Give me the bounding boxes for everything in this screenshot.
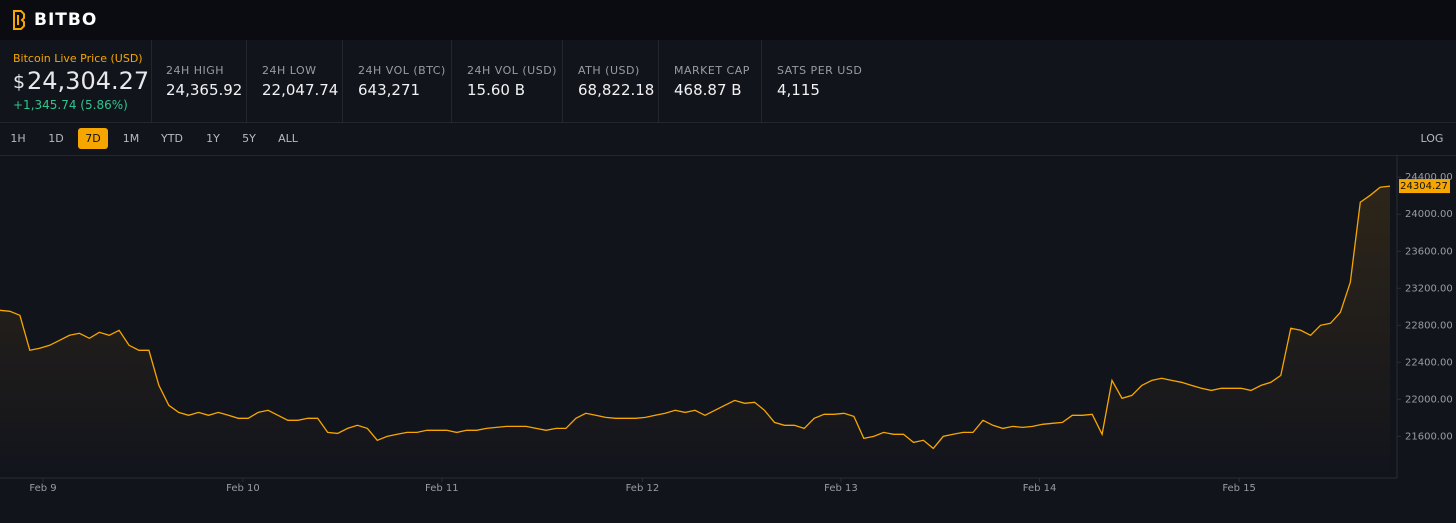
x-tick-label: Feb 14 xyxy=(1023,483,1057,494)
x-tick-label: Feb 13 xyxy=(824,483,858,494)
area xyxy=(0,186,1391,478)
y-tick-label: 22400.00 xyxy=(1405,357,1453,368)
stat-label: 24H HIGH xyxy=(166,64,225,77)
separator xyxy=(658,40,659,122)
stat-label: ATH (USD) xyxy=(578,64,640,77)
timeframe-button[interactable]: ALL xyxy=(278,132,298,145)
y-tick-label: 24400.00 xyxy=(1405,172,1453,183)
y-tick-label: 24000.00 xyxy=(1405,209,1453,220)
stat-label: MARKET CAP xyxy=(674,64,750,77)
separator xyxy=(562,40,563,122)
stat-value: 643,271 xyxy=(358,81,421,99)
x-tick-label: Feb 9 xyxy=(29,483,56,494)
separator xyxy=(451,40,452,122)
stat-value: 68,822.18 xyxy=(578,81,655,99)
timeframe-button[interactable]: 5Y xyxy=(242,132,256,145)
price-label: Bitcoin Live Price (USD) xyxy=(13,52,143,65)
top-bar: BITBO xyxy=(0,0,1456,40)
y-tick-label: 22000.00 xyxy=(1405,394,1453,405)
y-tick-label: 23200.00 xyxy=(1405,283,1453,294)
x-tick-label: Feb 12 xyxy=(626,483,660,494)
logo-icon xyxy=(13,10,25,30)
price-change: +1,345.74 (5.86%) xyxy=(13,98,128,112)
y-tick-label: 23600.00 xyxy=(1405,246,1453,257)
stat-value: 22,047.74 xyxy=(262,81,339,99)
stat-value: 468.87 B xyxy=(674,81,742,99)
x-tick-label: Feb 15 xyxy=(1222,483,1256,494)
price: 24,304.27 xyxy=(27,67,150,95)
y-tick-label: 22800.00 xyxy=(1405,320,1453,331)
chart: 21600.00 22000.00 22400.00 22800.00 23200.00… xyxy=(0,155,1453,494)
timeframe-button[interactable]: YTD xyxy=(161,132,183,145)
stat-label: SATS PER USD xyxy=(777,64,863,77)
stats-row: Bitcoin Live Price (USD) $ 24,304.27 +1,… xyxy=(0,40,1456,123)
timeframe-button[interactable]: 1Y xyxy=(206,132,220,145)
separator xyxy=(246,40,247,122)
logo[interactable]: BITBO xyxy=(34,10,98,30)
stat-value: 4,115 xyxy=(777,81,820,99)
stat-label: 24H VOL (USD) xyxy=(467,64,557,77)
x-tick-label: Feb 10 xyxy=(226,483,260,494)
stat-value: 24,365.92 xyxy=(166,81,243,99)
timeframe-button[interactable]: 1H xyxy=(10,132,26,145)
stat-label: 24H LOW xyxy=(262,64,317,77)
currency-symbol: $ xyxy=(13,71,26,93)
timeframe-bar: LOG 1H 1D 7D 1M YTD 1Y 5Y ALL xyxy=(0,122,1456,156)
x-tick-label: Feb 11 xyxy=(425,483,459,494)
timeframe-button[interactable]: 7D xyxy=(78,128,108,149)
log-toggle[interactable]: LOG xyxy=(1420,132,1444,145)
timeframe-button[interactable]: 1D xyxy=(48,132,64,145)
price-line xyxy=(0,185,1391,450)
timeframe-button[interactable]: 1M xyxy=(122,132,140,145)
y-tick-label: 21600.00 xyxy=(1405,431,1453,442)
last-price-box xyxy=(1399,179,1450,194)
separator xyxy=(342,40,343,122)
separator xyxy=(761,40,762,122)
stat-value: 15.60 B xyxy=(467,81,526,99)
separator xyxy=(151,40,152,122)
stat-label: 24H VOL (BTC) xyxy=(358,64,446,77)
last-price-label: 24304.27 xyxy=(1400,181,1448,192)
